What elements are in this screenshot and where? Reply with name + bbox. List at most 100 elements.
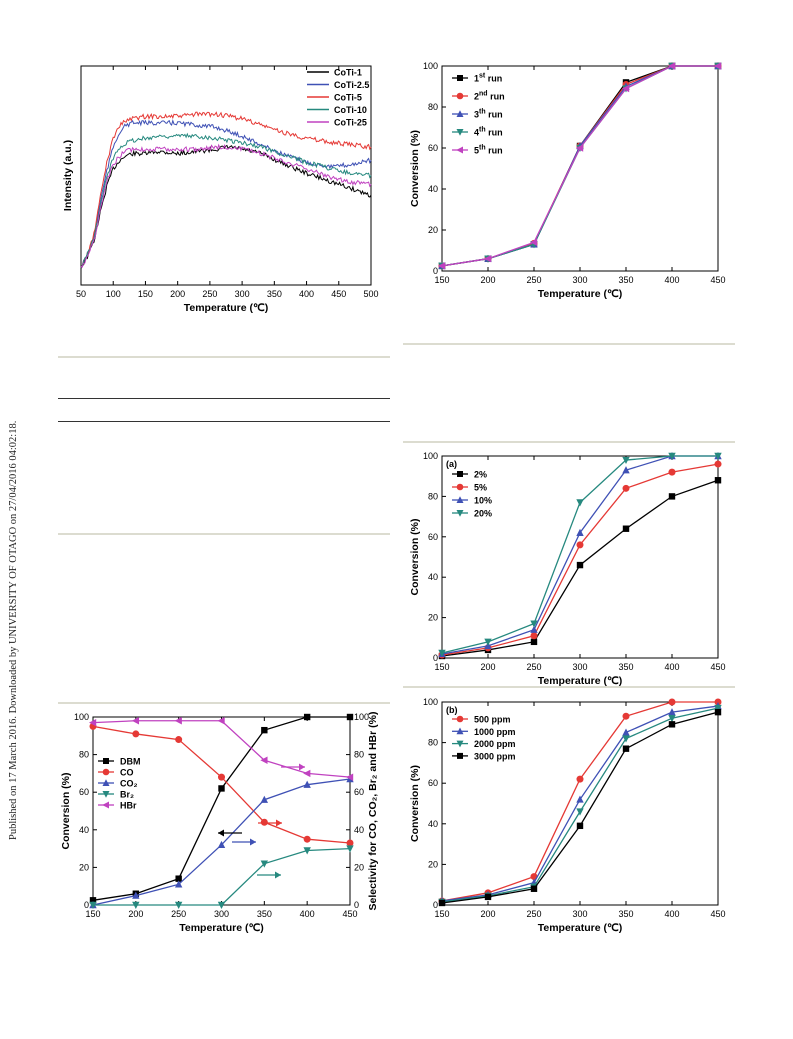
concentration-legend-marker-2 bbox=[456, 740, 464, 748]
concentration-series-0-point-6 bbox=[714, 698, 722, 706]
water-series-3 bbox=[438, 452, 722, 657]
selectivity-y2-tick-label: 80 bbox=[354, 750, 364, 760]
selectivity-series-2-point-5 bbox=[303, 780, 311, 788]
cycles-series-4 bbox=[438, 62, 722, 270]
selectivity-series-4 bbox=[89, 717, 354, 781]
xrd-x-tick-label: 250 bbox=[202, 289, 217, 299]
cycles-y-tick-label: 60 bbox=[428, 143, 438, 153]
xrd-x-tick-label: 350 bbox=[267, 289, 282, 299]
cycles-series-4-point-1 bbox=[484, 255, 492, 263]
xrd-x-axis-label: Temperature (℃) bbox=[184, 302, 269, 314]
xrd-legend-label-0: CoTi-1 bbox=[334, 68, 362, 78]
table-rule-bottom bbox=[58, 421, 390, 422]
selectivity-y2-axis-label: Selectivity for CO, CO₂, Br₂ and HBr (%) bbox=[367, 712, 379, 911]
water-legend-marker-0 bbox=[457, 471, 463, 477]
selectivity-series-4-point-5 bbox=[303, 769, 311, 778]
selectivity-series-1-point-5 bbox=[303, 835, 311, 843]
concentration-series-2-point-6 bbox=[714, 704, 722, 713]
selectivity-y2-tick-label: 20 bbox=[354, 862, 364, 872]
xrd-x-tick-label: 200 bbox=[170, 289, 185, 299]
cycles-legend-label-2: 3th run bbox=[474, 109, 503, 120]
water-legend-label-1: 5% bbox=[474, 483, 487, 493]
water-legend-marker-2 bbox=[456, 496, 464, 503]
selectivity-series-2-point-3 bbox=[217, 840, 226, 849]
cycles-y-tick-label: 40 bbox=[428, 184, 438, 194]
water-series-0-point-2 bbox=[530, 638, 538, 646]
selectivity-series-0-point-4 bbox=[261, 726, 268, 734]
selectivity-series-0-point-0 bbox=[89, 897, 97, 904]
selectivity-legend-marker-1 bbox=[102, 768, 110, 776]
concentration-series-3-point-4 bbox=[622, 745, 630, 752]
selectivity-x-tick-label: 350 bbox=[257, 909, 272, 919]
cycles-legend-marker-4 bbox=[456, 146, 463, 154]
cycles-legend-label-4: 5th run bbox=[474, 145, 503, 156]
selectivity-series-1-point-2 bbox=[175, 736, 183, 744]
cycles-legend-marker-2 bbox=[456, 110, 464, 117]
concentration-y-tick-label: 0 bbox=[433, 900, 438, 910]
selectivity-series-1-point-3 bbox=[218, 773, 225, 781]
selectivity-series-1 bbox=[89, 722, 354, 847]
cycles-series-4-point-6 bbox=[714, 62, 722, 70]
concentration-x-tick-label: 250 bbox=[526, 909, 541, 919]
cycles-y-tick-label: 0 bbox=[433, 266, 438, 276]
selectivity-legend-label-1: CO bbox=[120, 768, 134, 778]
water-y-tick-label: 60 bbox=[428, 532, 438, 542]
selectivity-series-4-point-0 bbox=[89, 718, 97, 727]
concentration-series-2-point-5 bbox=[668, 715, 676, 723]
selectivity-series-3-point-0 bbox=[89, 901, 97, 909]
water-legend-label-2: 10% bbox=[474, 496, 492, 506]
selectivity-legend-marker-0 bbox=[103, 758, 109, 764]
water-series-1-point-5 bbox=[668, 468, 676, 476]
selectivity-series-2-point-1 bbox=[132, 891, 140, 899]
selectivity-legend-marker-4 bbox=[102, 801, 109, 809]
water-series-3-point-6 bbox=[714, 452, 722, 460]
water-x-tick-label: 350 bbox=[618, 662, 633, 672]
caption-rule-right-1 bbox=[403, 343, 735, 345]
concentration-series-line-2 bbox=[441, 707, 719, 903]
water-y-tick-label: 80 bbox=[428, 491, 438, 501]
water-legend-label-3: 20% bbox=[474, 509, 492, 519]
concentration-series-3-point-1 bbox=[484, 893, 492, 901]
water-series-3-point-4 bbox=[622, 456, 630, 465]
cycles-y-tick-label: 100 bbox=[423, 61, 438, 71]
selectivity-series-4-point-4 bbox=[260, 756, 268, 764]
selectivity-y-tick-label: 20 bbox=[79, 862, 89, 872]
xrd-series-2 bbox=[80, 111, 372, 268]
xrd-legend-label-3: CoTi-10 bbox=[334, 105, 367, 115]
selectivity-y2-tick-label: 100 bbox=[354, 712, 369, 722]
water-series-2-point-4 bbox=[622, 466, 630, 474]
cycles-series-4-point-4 bbox=[622, 84, 630, 93]
water-x-tick-label: 450 bbox=[710, 662, 725, 672]
selectivity-series-4-point-2 bbox=[174, 717, 182, 725]
concentration-legend-marker-3 bbox=[457, 752, 463, 759]
water-series-2-point-3 bbox=[576, 528, 584, 536]
selectivity-series-0-point-5 bbox=[303, 713, 311, 721]
water-series-2-point-2 bbox=[530, 625, 538, 633]
concentration-legend-label-3: 3000 ppm bbox=[474, 751, 516, 761]
concentration-legend-marker-0 bbox=[456, 715, 464, 723]
water-x-tick-label: 300 bbox=[572, 662, 587, 672]
selectivity-x-tick-label: 250 bbox=[171, 909, 186, 919]
selectivity-series-3-point-2 bbox=[174, 901, 183, 909]
cycles-x-tick-label: 200 bbox=[480, 275, 495, 285]
axis-arrow-head-1 bbox=[276, 819, 282, 827]
water-x-axis-label: Temperature (℃) bbox=[538, 675, 623, 687]
selectivity-x-tick-label: 400 bbox=[300, 909, 315, 919]
concentration-series-1-point-4 bbox=[622, 728, 630, 736]
selectivity-legend-label-4: HBr bbox=[120, 801, 137, 811]
concentration-series-3-point-3 bbox=[576, 822, 584, 830]
axis-arrow-head-4 bbox=[299, 763, 305, 771]
concentration-y-tick-label: 80 bbox=[428, 738, 438, 748]
concentration-y-tick-label: 100 bbox=[423, 697, 438, 707]
selectivity-legend-label-0: DBM bbox=[120, 757, 141, 767]
cycles-x-tick-label: 350 bbox=[618, 275, 633, 285]
water-y-tick-label: 100 bbox=[423, 451, 438, 461]
caption-rule-right-3 bbox=[403, 686, 735, 688]
concentration-series-3-point-2 bbox=[530, 885, 538, 892]
selectivity-y-tick-label: 60 bbox=[79, 787, 89, 797]
selectivity-y-axis-label: Conversion (%) bbox=[60, 772, 72, 849]
